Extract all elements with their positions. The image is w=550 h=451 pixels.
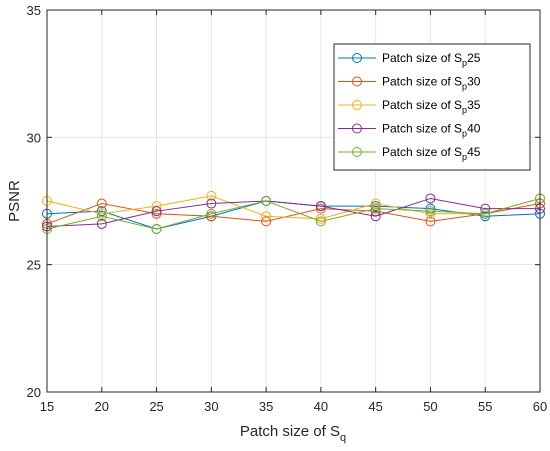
data-point (425, 206, 436, 217)
series-line (46, 197, 540, 227)
y-tick-labels: 20 25 30 35 (27, 3, 41, 400)
legend: Patch size of Sp25 Patch size of Sp30 Patc… (333, 43, 531, 171)
y-axis-label: PSNR (6, 180, 23, 222)
data-point (261, 216, 272, 227)
x-tick-label: 45 (368, 399, 382, 414)
x-tick-label: 60 (533, 399, 547, 414)
legend-marker (352, 100, 362, 110)
legend-marker (352, 53, 362, 63)
data-point (96, 206, 107, 217)
data-point (370, 211, 381, 222)
data-point (370, 203, 381, 214)
y-tick-label: 30 (27, 130, 41, 145)
legend-box (333, 43, 531, 171)
data-point (480, 211, 491, 222)
x-tick-label: 50 (423, 399, 437, 414)
data-point (151, 224, 162, 235)
legend-label: Patch size of Sp45 (382, 145, 481, 162)
data-point (370, 206, 381, 217)
legend-label: Patch size of Sp25 (382, 51, 481, 68)
x-axis-label-subscript: q (340, 432, 346, 444)
x-tick-label: 15 (40, 399, 54, 414)
x-tick-label: 20 (95, 399, 109, 414)
y-tick-label: 35 (27, 3, 41, 18)
data-point (480, 203, 491, 214)
data-point (206, 211, 217, 222)
series-line (46, 195, 541, 220)
series-45 (42, 193, 545, 235)
data-point (206, 208, 217, 219)
data-point (425, 203, 436, 214)
x-tick-label: 40 (314, 399, 328, 414)
x-axis-label-main: Patch size of S (240, 423, 340, 440)
data-point (151, 206, 162, 217)
data-point (370, 198, 381, 209)
data-point (206, 190, 217, 201)
ticks-layer (46, 9, 541, 393)
data-point (151, 201, 162, 212)
data-point (480, 208, 491, 219)
data-point (151, 208, 162, 219)
data-point (370, 201, 381, 212)
legend-entry: Patch size of Sp30 (338, 75, 481, 92)
y-tick-label: 20 (27, 385, 41, 400)
data-point (96, 198, 107, 209)
x-tick-label: 25 (149, 399, 163, 414)
legend-marker (352, 76, 362, 87)
data-point (315, 201, 326, 212)
legend-label: Patch size of Sp40 (382, 122, 481, 139)
series-line (46, 197, 541, 230)
data-point (425, 216, 436, 227)
legend-marker (352, 123, 362, 134)
data-point (315, 203, 326, 214)
data-point (96, 218, 107, 229)
legend-entry: Patch size of Sp40 (338, 122, 481, 139)
x-tick-label: 30 (204, 399, 218, 414)
x-tick-labels: 15 20 25 30 35 40 45 50 55 60 (40, 399, 547, 414)
legend-entry: Patch size of Sp25 (338, 51, 481, 68)
data-point (425, 208, 436, 219)
series-line (46, 203, 541, 225)
data-point (261, 211, 272, 222)
data-point (206, 198, 217, 209)
data-point (96, 208, 107, 219)
plot-frame (46, 9, 541, 393)
data-point (315, 213, 326, 224)
data-point (425, 193, 436, 204)
x-axis-label: Patch size of Sq (240, 423, 346, 444)
data-point (261, 196, 272, 206)
series-layer (42, 190, 545, 235)
legend-label: Patch size of Sp30 (382, 75, 481, 92)
legend-label: Patch size of Sp35 (382, 98, 481, 115)
legend-marker (352, 147, 362, 157)
legend-entry: Patch size of Sp35 (338, 98, 481, 115)
x-tick-label: 35 (259, 399, 273, 414)
data-point (315, 216, 326, 227)
x-tick-label: 55 (478, 399, 492, 414)
y-tick-label: 25 (27, 258, 41, 273)
data-point (96, 211, 107, 222)
legend-entry: Patch size of Sp45 (338, 145, 481, 162)
